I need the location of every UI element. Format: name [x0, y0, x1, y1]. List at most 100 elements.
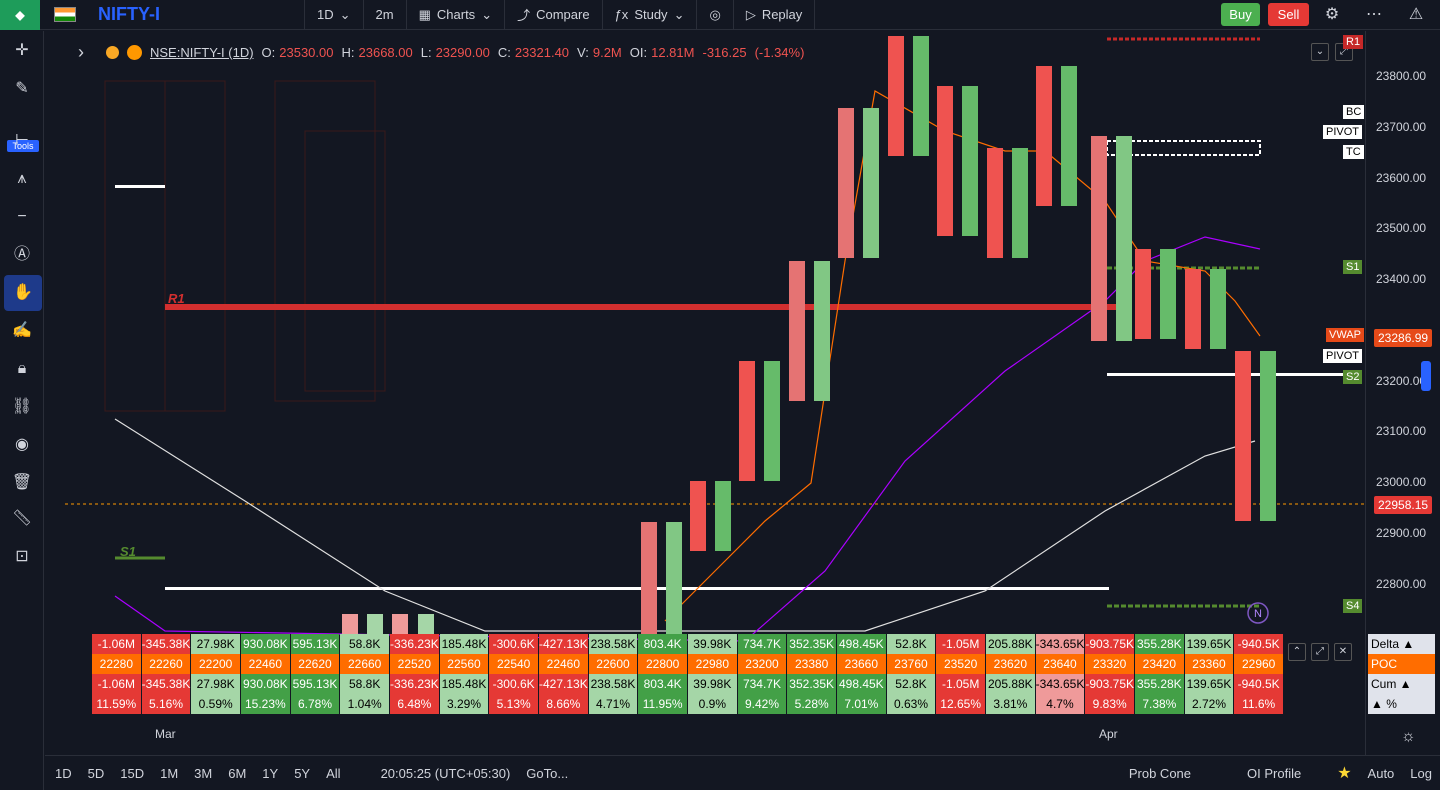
india-flag-icon — [54, 7, 76, 22]
s4-tag: S4 — [1343, 599, 1363, 613]
buy-button[interactable]: Buy — [1221, 3, 1260, 26]
study-dropdown[interactable]: ƒx Study ⌄ — [603, 0, 697, 30]
text-abc-icon[interactable]: Ⓐ — [13, 246, 30, 263]
legend-c-label: C: — [497, 45, 511, 60]
symbol-name[interactable]: NIFTY-I — [98, 4, 160, 24]
log-scale-button[interactable]: Log — [1410, 765, 1432, 781]
compare-label: Compare — [536, 7, 590, 22]
s2-tag: S2 — [1343, 370, 1363, 384]
legend-symbol[interactable]: NSE:NIFTY-I (1D) — [150, 45, 254, 60]
collapse-pane-icon[interactable]: ⌄ — [1311, 43, 1329, 61]
legend-low: 23290.00 — [435, 45, 490, 60]
chevron-up-icon[interactable]: ⌃ — [1288, 643, 1306, 661]
replay-button[interactable]: ▷ Replay — [734, 0, 814, 30]
legend-change-pct: (-1.34%) — [754, 45, 805, 60]
delta-cell-poc: 22200 — [191, 654, 240, 674]
fork-icon[interactable]: ⊢ — [15, 132, 29, 149]
trash-icon[interactable]: 🗑︎ — [11, 474, 33, 491]
alert-warning-icon[interactable]: ⚠ — [1408, 6, 1424, 23]
app-logo[interactable]: ◆ — [0, 0, 40, 30]
interval-label: 1D — [317, 7, 334, 22]
delta-cell-pct: 11.6% — [1234, 694, 1283, 714]
oi-profile-button[interactable]: OI Profile — [1247, 765, 1302, 781]
delta-cell-delta: -427.13K — [539, 634, 588, 654]
time-label-apr: Apr — [1099, 727, 1118, 741]
horizontal-line-icon[interactable]: − — [17, 208, 27, 225]
expand-icon[interactable]: ⤢ — [1311, 643, 1329, 661]
settings-sun-icon[interactable]: ☼ — [1401, 728, 1416, 745]
ruler-icon[interactable]: 📏︎ — [11, 510, 33, 527]
price-tick: 23600.00 — [1376, 171, 1427, 185]
delta-cell-delta: 595.13K — [290, 634, 340, 654]
legend-poc[interactable]: POC — [1368, 654, 1435, 674]
ghost-annotations — [104, 80, 386, 412]
compare-button[interactable]: ⤴ Compare — [505, 0, 601, 30]
crosshair-icon[interactable]: ✛ — [15, 42, 29, 59]
magic-brush-icon[interactable]: ✍ — [12, 322, 32, 339]
r1-tag: R1 — [1343, 35, 1364, 49]
s1-left-label: S1 — [120, 544, 136, 559]
link-icon[interactable]: ⛓ — [11, 398, 33, 415]
eye-icon[interactable]: ◉ — [15, 436, 29, 453]
range-button-6m[interactable]: 6M — [228, 765, 247, 781]
delta-cell-cum: -940.5K — [1234, 674, 1283, 694]
legend-oi-label: OI: — [629, 45, 648, 60]
last-price-tag: 22958.15 — [1374, 496, 1433, 514]
collapse-arrow-icon[interactable]: › — [78, 42, 84, 62]
settings-gear-icon[interactable]: ⚙ — [1324, 6, 1340, 23]
delta-cell-delta: -336.23K — [390, 634, 439, 654]
delta-table-legend: Delta ▲ POC Cum ▲ ▲ % — [1368, 634, 1435, 714]
range-button-1m[interactable]: 1M — [160, 765, 179, 781]
range-button-1y[interactable]: 1Y — [262, 765, 279, 781]
interval-2m[interactable]: 2m — [375, 7, 394, 22]
charts-dropdown[interactable]: ▦ Charts ⌄ — [407, 0, 505, 30]
r1-line — [165, 304, 1125, 310]
legend-cum[interactable]: Cum ▲ — [1368, 674, 1435, 694]
range-button-5d[interactable]: 5D — [87, 765, 105, 781]
range-button-all[interactable]: All — [326, 765, 341, 781]
play-icon: ▷ — [745, 6, 756, 22]
range-button-1d[interactable]: 1D — [55, 765, 72, 781]
delta-cell-delta: 930.08K — [241, 634, 290, 654]
pencil-icon[interactable]: ✎ — [15, 80, 29, 97]
axis-scroll-handle[interactable] — [1421, 361, 1431, 391]
charts-label: Charts — [436, 7, 476, 22]
white-ma-line — [114, 418, 1256, 632]
delta-cell-cum: -903.75K — [1085, 674, 1134, 694]
legend-close: 23321.40 — [514, 45, 570, 60]
delta-cell-pct: 9.83% — [1085, 694, 1134, 714]
sell-button[interactable]: Sell — [1268, 3, 1309, 26]
ohlc-legend: › NSE:NIFTY-I (1D) O: 23530.00 H: 23668.00… — [78, 42, 804, 63]
close-icon[interactable]: ✕ — [1334, 643, 1352, 661]
currency-icon — [127, 45, 142, 60]
range-button-3m[interactable]: 3M — [194, 765, 213, 781]
legend-pct[interactable]: ▲ % — [1368, 694, 1435, 714]
delta-cell-cum: 238.58K — [588, 674, 638, 694]
range-button-5y[interactable]: 5Y — [294, 765, 311, 781]
legend-open: 23530.00 — [279, 45, 334, 60]
bc-tag: BC — [1343, 105, 1365, 119]
delta-cell-poc: 22520 — [390, 654, 439, 674]
auto-scale-button[interactable]: Auto — [1367, 765, 1395, 781]
prob-cone-button[interactable]: Prob Cone — [1128, 765, 1192, 781]
delta-cell-pct: 2.72% — [1184, 694, 1234, 714]
delta-cell-delta: 27.98K — [191, 634, 240, 654]
compare-icon: ⤴ — [517, 8, 531, 23]
screenshot-icon[interactable]: ⊡ — [15, 548, 29, 565]
delta-cell-delta: -345.38K — [141, 634, 190, 654]
more-options-icon[interactable]: ⋯ — [1366, 6, 1382, 23]
range-button-15d[interactable]: 15D — [120, 765, 145, 781]
s1-tag: S1 — [1343, 260, 1363, 274]
delta-cell-poc: 23640 — [1035, 654, 1085, 674]
legend-change: -316.25 — [702, 45, 747, 60]
star-icon[interactable]: ★ — [1337, 765, 1352, 782]
interval-dropdown[interactable]: 1D ⌄ — [305, 0, 363, 30]
lock-icon[interactable]: 🔒︎ — [17, 360, 27, 377]
delta-cell-cum: 498.45K — [837, 674, 886, 694]
hand-icon[interactable]: ✋ — [4, 275, 42, 311]
legend-delta[interactable]: Delta ▲ — [1368, 634, 1435, 654]
pattern-icon[interactable]: ⩚ — [17, 170, 27, 187]
instagram-icon[interactable]: ◎ — [709, 6, 721, 22]
delta-cell-cum: 803.4K — [638, 674, 687, 694]
goto-button[interactable]: GoTo... — [526, 765, 569, 781]
